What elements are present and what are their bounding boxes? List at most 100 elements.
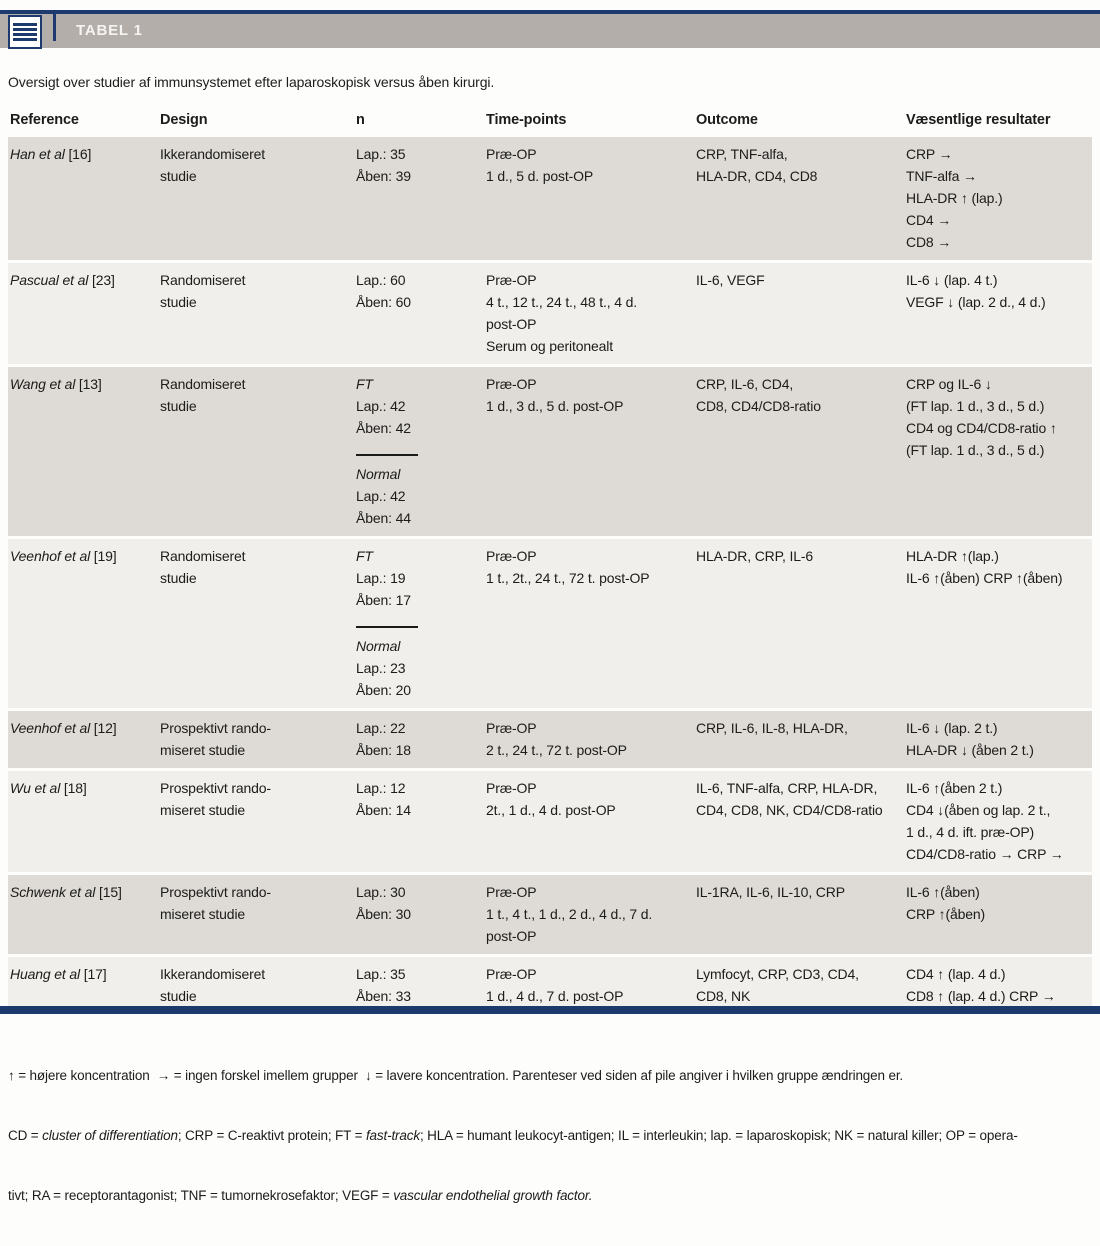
outcome-cell: CRP, IL-6, IL-8, HLA-DR, (694, 711, 904, 768)
cell-line: IL-1RA, IL-6, IL-10, CRP (696, 884, 845, 900)
cell-line: Randomiseret (160, 376, 246, 392)
outcome-cell: Lymfocyt, CRP, CD3, CD4, CD8, NK (694, 957, 904, 1014)
cell-line: CD4 ↓(åben og lap. 2 t., (906, 802, 1051, 818)
cell-line: Præ-OP (486, 146, 537, 162)
cell-line: CD8, NK (696, 988, 751, 1004)
reference-cell: Schwenk et al [15] (8, 875, 158, 954)
design-cell: Ikkerandomiseret studie (158, 137, 354, 260)
n-group-divider (356, 626, 418, 628)
reference-number: [13] (78, 376, 102, 392)
results-cell: CD4 ↑ (lap. 4 d.) CD8 ↑ (lap. 4 d.) CRP → (904, 957, 1092, 1014)
cell-line: miseret studie (160, 742, 246, 758)
timepoints-cell: Præ-OP 1 t., 2t., 24 t., 72 t. post-OP (484, 539, 694, 708)
footnote-segment: tivt; RA = receptorantagonist; TNF = tum… (8, 1188, 394, 1203)
design-cell: Randomiseret studie (158, 539, 354, 708)
cell-line: IL-6, VEGF (696, 272, 765, 288)
timepoints-cell: Præ-OP 1 t., 4 t., 1 d., 2 d., 4 d., 7 d.… (484, 875, 694, 954)
design-cell: Prospektivt rando-miseret studie (158, 711, 354, 768)
cell-line: post-OP (486, 928, 537, 944)
results-cell: HLA-DR ↑(lap.) IL-6 ↑(åben) CRP ↑(åben) (904, 539, 1092, 708)
cell-line: CRP, IL-6, CD4, (696, 376, 794, 392)
cell-line: Præ-OP (486, 966, 537, 982)
reference-number: [23] (91, 272, 115, 288)
cell-line: 1 d., 4 d., 7 d. post-OP (486, 988, 624, 1004)
outcome-cell: CRP, IL-6, CD4, CD8, CD4/CD8-ratio (694, 367, 904, 536)
cell-line: CRP, TNF-alfa, (696, 146, 788, 162)
cell-line: Randomiseret (160, 272, 246, 288)
footnote-segment: CD = (8, 1128, 43, 1143)
cell-line: Lap.: 42 (356, 398, 406, 414)
n-cell: FT Lap.: 42 Åben: 42 Normal Lap.: 42 Åben: 44 (354, 367, 484, 536)
cell-line: CD8 ↑ (lap. 4 d.) CRP → (906, 988, 1056, 1004)
top-rule (0, 10, 1100, 14)
cell-line: Lap.: 12 (356, 780, 406, 796)
cell-line: HLA-DR ↑ (lap.) (906, 190, 1003, 206)
table-title: TABEL 1 (76, 22, 143, 39)
cell-line: IL-6 ↓ (lap. 4 t.) (906, 272, 998, 288)
cell-line: Prospektivt rando- (160, 780, 271, 796)
reference-authors: Schwenk et al (10, 884, 96, 900)
cell-line: Åben: 42 (356, 420, 411, 436)
cell-line: Åben: 14 (356, 802, 411, 818)
design-cell: Randomiseret studie (158, 367, 354, 536)
cell-line: Lap.: 22 (356, 720, 406, 736)
design-cell: Ikkerandomiseret studie (158, 957, 354, 1014)
cell-line: Normal (356, 638, 401, 654)
cell-line: FT (356, 548, 373, 564)
n-group-divider (356, 454, 418, 456)
table-row: Schwenk et al [15] Prospektivt rando-mis… (8, 875, 1092, 957)
reference-authors: Han et al (10, 146, 65, 162)
cell-line: 1 t., 2t., 24 t., 72 t. post-OP (486, 570, 650, 586)
reference-authors: Wu et al (10, 780, 61, 796)
cell-line: post-OP (486, 316, 537, 332)
reference-cell: Wang et al [13] (8, 367, 158, 536)
n-cell: Lap.: 35 Åben: 33 (354, 957, 484, 1014)
reference-cell: Veenhof et al [19] (8, 539, 158, 708)
cell-line: Åben: 60 (356, 294, 411, 310)
timepoints-cell: Præ-OP 1 d., 4 d., 7 d. post-OP (484, 957, 694, 1014)
cell-line: HLA-DR ↓ (åben 2 t.) (906, 742, 1034, 758)
cell-line: Lap.: 35 (356, 966, 406, 982)
cell-line: CRP → (906, 146, 953, 162)
cell-line: FT (356, 376, 373, 392)
outcome-cell: IL-6, VEGF (694, 263, 904, 364)
cell-line: Åben: 39 (356, 168, 411, 184)
cell-line: Åben: 44 (356, 510, 411, 526)
n-cell: Lap.: 30 Åben: 30 (354, 875, 484, 954)
cell-line: HLA-DR ↑(lap.) (906, 548, 999, 564)
n-cell: Lap.: 12 Åben: 14 (354, 771, 484, 872)
cell-line: CD4, CD8, NK, CD4/CD8-ratio (696, 802, 883, 818)
column-header-reference: Reference (10, 112, 79, 128)
cell-line: 1 d., 4 d. ift. præ-OP) (906, 824, 1035, 840)
cell-line: CD8 → (906, 234, 952, 250)
cell-line: Præ-OP (486, 780, 537, 796)
timepoints-cell: Præ-OP 2 t., 24 t., 72 t. post-OP (484, 711, 694, 768)
reference-cell: Wu et al [18] (8, 771, 158, 872)
title-separator (53, 10, 56, 41)
footnote-segment: ; HLA = humant leukocyt-antigen; IL = in… (419, 1128, 1018, 1143)
cell-line: Lymfocyt, CRP, CD3, CD4, (696, 966, 859, 982)
timepoints-cell: Præ-OP 4 t., 12 t., 24 t., 48 t., 4 d. pos… (484, 263, 694, 364)
cell-line: IL-6 ↑(åben) (906, 884, 980, 900)
cell-line: CRP og IL-6 ↓ (906, 376, 992, 392)
cell-line: Åben: 18 (356, 742, 411, 758)
cell-line: Præ-OP (486, 376, 537, 392)
cell-line: 1 d., 5 d. post-OP (486, 168, 594, 184)
reference-cell: Veenhof et al [12] (8, 711, 158, 768)
cell-line: Lap.: 60 (356, 272, 406, 288)
reference-number: [15] (98, 884, 122, 900)
reference-cell: Han et al [16] (8, 137, 158, 260)
cell-line: 1 t., 4 t., 1 d., 2 d., 4 d., 7 d. (486, 906, 653, 922)
timepoints-cell: Præ-OP 2t., 1 d., 4 d. post-OP (484, 771, 694, 872)
timepoints-cell: Præ-OP 1 d., 5 d. post-OP (484, 137, 694, 260)
cell-line: CD4 ↑ (lap. 4 d.) (906, 966, 1006, 982)
cell-line: (FT lap. 1 d., 3 d., 5 d.) (906, 442, 1045, 458)
cell-line: Prospektivt rando- (160, 720, 271, 736)
table-row: Han et al [16] Ikkerandomiseret studie La… (8, 137, 1092, 263)
table-title-bar: TABEL 1 (0, 10, 1100, 49)
cell-line: 2t., 1 d., 4 d. post-OP (486, 802, 616, 818)
reference-number: [12] (93, 720, 117, 736)
n-cell: Lap.: 22 Åben: 18 (354, 711, 484, 768)
cell-line: miseret studie (160, 802, 246, 818)
table-row: Wang et al [13] Randomiseret studie FT Lap… (8, 367, 1092, 539)
